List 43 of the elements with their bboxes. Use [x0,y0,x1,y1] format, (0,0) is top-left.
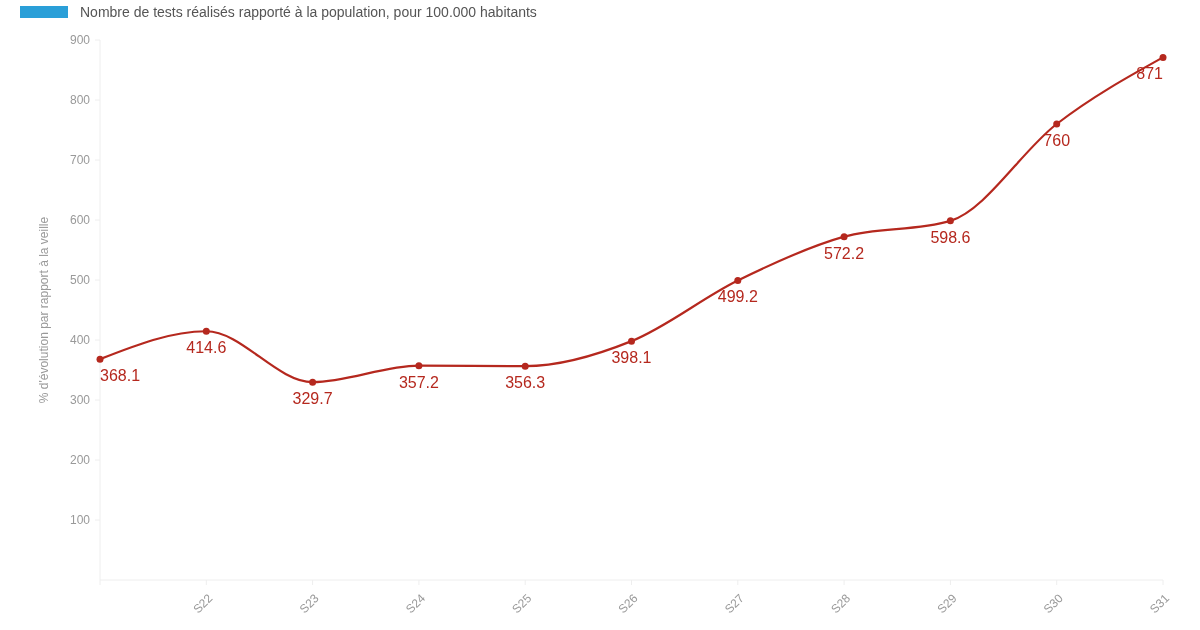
point [415,362,423,370]
data-label: 499.2 [717,288,758,306]
y-tick-label: 400 [69,333,91,348]
x-tick-label: S22 [190,590,216,617]
y-tick-label: 800 [69,93,91,108]
point [840,233,848,241]
point [202,327,210,335]
point [946,217,954,225]
x-tick-label: S29 [934,590,960,617]
point [1159,53,1167,61]
y-tick-label: 100 [69,513,91,528]
y-axis-title: % d'évolution par rapport à la veille [37,216,51,404]
y-tick-label: 300 [69,393,91,408]
data-label: 356.3 [505,374,546,392]
data-label: 398.1 [611,349,652,367]
data-label: 598.6 [930,228,971,246]
point [734,276,742,284]
point [309,378,317,386]
y-tick-label: 900 [69,33,91,48]
x-tick-label: S24 [402,590,429,617]
point [1053,120,1061,128]
x-tick-label: S26 [615,590,641,617]
data-label: 760 [1043,132,1071,149]
x-tick-label: S23 [296,590,322,617]
x-tick-label: S25 [509,590,535,617]
point [96,355,104,363]
point [521,362,529,370]
chart-title: Nombre de tests réalisés rapporté à la population, pour 100.000 habitants [80,4,537,20]
data-label: 414.6 [186,339,227,357]
data-label: 871 [1136,65,1164,83]
data-label: 368.1 [100,367,141,385]
x-tick-label: S30 [1040,590,1067,617]
y-tick-label: 600 [69,213,91,228]
x-tick-label: S27 [721,590,748,617]
point [628,337,635,345]
data-label: 329.7 [292,390,333,408]
y-tick-label: 700 [69,153,91,168]
data-label: 572.2 [824,244,865,262]
y-tick-label: 200 [69,453,91,468]
data-label: 357.2 [398,373,440,391]
y-tick-label: 500 [69,273,91,288]
x-tick-label: S28 [828,590,854,617]
x-tick-label: S31 [1147,590,1173,617]
